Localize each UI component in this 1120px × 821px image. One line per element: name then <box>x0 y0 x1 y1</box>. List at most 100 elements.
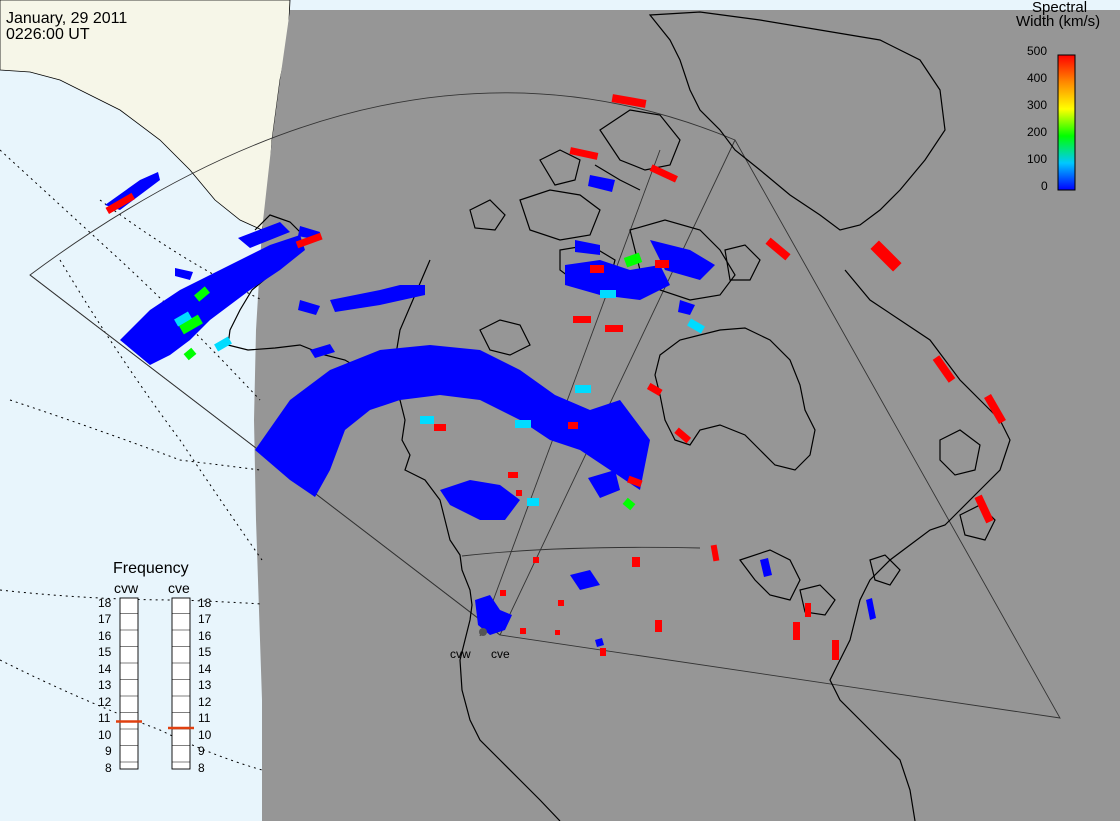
echo-band-alaska-top <box>238 222 290 248</box>
frequency-title: Frequency <box>113 560 189 577</box>
echo-scatter-5 <box>595 638 604 647</box>
colorbar <box>1057 54 1076 191</box>
echo-red-32 <box>500 590 506 596</box>
echo-red-8 <box>932 355 956 383</box>
radar-sites: cvw cve <box>450 628 510 661</box>
echo-red-6 <box>765 237 791 261</box>
freq-tick-right: 9 <box>198 744 205 758</box>
echo-red-26 <box>805 603 811 617</box>
echo-arctic-3 <box>575 240 600 255</box>
echo-north-1 <box>330 285 425 312</box>
freq-tick-right: 15 <box>198 645 212 659</box>
freq-tick-right: 11 <box>198 711 211 725</box>
echo-cyan-6 <box>575 385 591 393</box>
freq-tick-right: 10 <box>198 728 212 742</box>
echo-green-2 <box>194 286 210 302</box>
echo-red-2 <box>295 232 323 249</box>
echo-red-22 <box>710 544 720 562</box>
colorbar-title-line1: Spectral <box>1032 0 1088 16</box>
colorbar-tick: 400 <box>1027 71 1048 85</box>
echo-red-5 <box>649 164 678 183</box>
freq-tick-right: 12 <box>198 695 212 709</box>
echo-red-31 <box>516 490 522 496</box>
echo-red-11 <box>655 260 669 268</box>
freq-tick-right: 8 <box>198 761 205 775</box>
echo-mid-1 <box>440 480 520 520</box>
colorbar-tick: 100 <box>1027 152 1048 166</box>
echoes-mid <box>174 252 705 511</box>
freq-tick-left: 17 <box>98 612 112 626</box>
freq-tick-left: 16 <box>98 629 112 643</box>
freq-tick-right: 14 <box>198 662 212 676</box>
night-region <box>254 10 1120 821</box>
echo-red-25 <box>832 640 839 660</box>
frequency-markers <box>116 720 194 730</box>
frequency-radar-cvw: cvw <box>114 580 139 596</box>
colorbar-tick: 200 <box>1027 125 1048 139</box>
time-label: 0226:00 UT <box>6 26 90 43</box>
echo-red-9 <box>984 394 1006 424</box>
freq-tick-right: 16 <box>198 629 212 643</box>
echo-red-14 <box>605 325 623 332</box>
freq-tick-left: 13 <box>98 678 112 692</box>
frequency-gridlines <box>120 613 190 763</box>
echo-east-1 <box>760 558 772 577</box>
echo-red-18 <box>568 422 578 429</box>
echo-red-28 <box>555 630 560 635</box>
echo-green-1 <box>178 314 203 335</box>
echo-band-alaska <box>120 235 305 365</box>
echo-red-12 <box>590 265 604 273</box>
radar-label-cve: cve <box>491 647 510 661</box>
echo-scatter-3 <box>298 300 320 315</box>
echo-red-10 <box>974 494 994 524</box>
echo-red-29 <box>600 648 606 656</box>
colorbar-gradient <box>1057 54 1076 191</box>
freq-tick-left: 18 <box>98 596 112 610</box>
echo-cyan-7 <box>527 498 539 506</box>
echo-scatter-4 <box>310 344 335 358</box>
freq-tick-right: 17 <box>198 612 212 626</box>
echo-hudson-2 <box>588 470 620 498</box>
echo-red-15 <box>646 382 663 396</box>
colorbar-tick: 300 <box>1027 98 1048 112</box>
echo-red-4 <box>569 147 599 160</box>
date-label: January, 29 2011 <box>6 10 128 27</box>
colorbar-tick: 500 <box>1027 44 1048 58</box>
echo-mid-2 <box>570 570 600 590</box>
echo-red-3 <box>611 94 647 108</box>
colorbar-tick: 0 <box>1041 179 1048 193</box>
freq-tick-right: 13 <box>198 678 212 692</box>
echo-red-7 <box>870 240 902 272</box>
echo-arctic-4 <box>588 175 615 192</box>
echo-cyan-2 <box>600 290 616 298</box>
echo-red-13 <box>573 316 591 323</box>
echo-red-21 <box>632 557 640 567</box>
echo-red-33 <box>520 628 526 634</box>
frequency-radar-cve: cve <box>168 580 190 596</box>
echo-cyan-5 <box>515 420 531 428</box>
echo-cyan-4 <box>420 416 434 424</box>
echo-east-2 <box>866 598 876 620</box>
echo-hudson-1 <box>678 300 695 315</box>
freq-box-cve <box>171 597 191 770</box>
echo-green-3 <box>183 347 197 361</box>
echo-cyan-3 <box>687 318 705 334</box>
echo-arctic-2 <box>650 240 715 280</box>
echo-cyan-8 <box>214 336 232 352</box>
freq-tick-left: 14 <box>98 662 112 676</box>
colorbar-title-line2: Width (km/s) <box>1016 13 1101 30</box>
echo-cyan-1 <box>174 311 192 327</box>
echo-red-1 <box>105 192 135 214</box>
echo-red-23 <box>655 620 662 632</box>
freq-tick-left: 15 <box>98 645 112 659</box>
echo-green-4 <box>623 252 643 268</box>
echo-red-17 <box>434 424 446 431</box>
freq-tick-left: 12 <box>98 695 112 709</box>
radar-site-marker <box>479 628 487 636</box>
echo-band-main <box>255 345 650 497</box>
freq-box-cvw <box>119 597 139 770</box>
echo-red-19 <box>508 472 518 478</box>
echo-red-16 <box>674 427 692 444</box>
radar-label-cvw: cvw <box>450 647 471 661</box>
